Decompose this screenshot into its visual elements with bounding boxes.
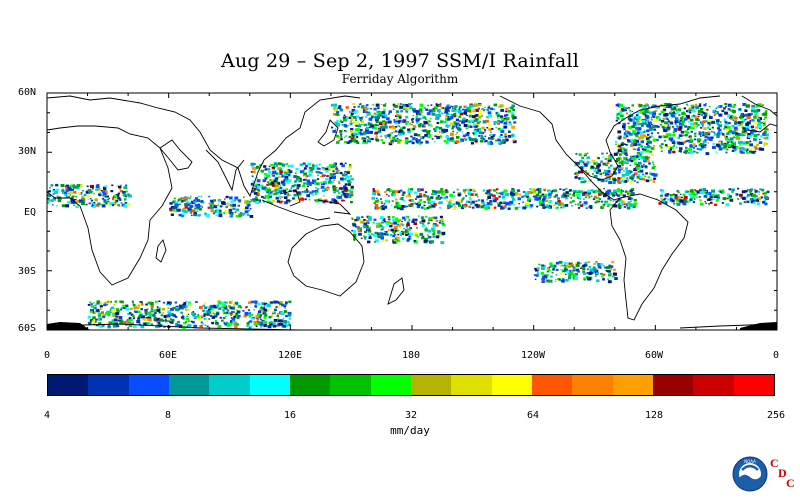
colorbar-swatch-7	[330, 375, 371, 395]
cdc-letter-c2: C	[786, 476, 795, 490]
rain-band-4	[250, 162, 354, 205]
colorbar-tick-256: 256	[766, 410, 786, 421]
colorbar-tick-4: 4	[43, 410, 51, 421]
lat-label-30s: 30S	[17, 266, 36, 277]
lat-label-60n: 60N	[17, 87, 36, 98]
arabia-india-coast	[159, 139, 193, 171]
rain-band-0	[371, 187, 637, 211]
rain-band-9	[614, 102, 769, 156]
chart-subtitle: Ferriday Algorithm	[341, 72, 459, 86]
lon-label-60w: 60W	[644, 350, 664, 361]
colorbar-swatch-5	[249, 375, 290, 395]
australia-coast	[287, 223, 365, 297]
cdc-letter-c1: C	[770, 456, 779, 470]
rain-band-10	[574, 152, 659, 185]
colorbar-swatch-0	[48, 375, 89, 395]
north-america-coast	[499, 95, 721, 181]
axis-ticks	[46, 92, 778, 331]
lon-label-60e: 60E	[158, 350, 178, 361]
logo-text: NOAA	[744, 459, 756, 464]
colorbar-swatch-15	[652, 375, 694, 395]
colorbar-tick-64: 64	[526, 410, 540, 421]
colorbar-swatch-16	[693, 375, 734, 395]
colorbar-swatch-10	[451, 375, 492, 395]
colorbar-swatch-17	[733, 375, 774, 395]
noaa-logo: NOAA	[732, 456, 768, 492]
madagascar-coast	[155, 239, 167, 263]
colorbar-tick-128: 128	[644, 410, 664, 421]
rain-band-7	[87, 300, 292, 329]
rain-band-6	[533, 260, 618, 284]
colorbar-swatch-8	[370, 375, 411, 395]
colorbar-tick-16: 16	[283, 410, 297, 421]
rain-band-1	[655, 187, 770, 207]
lon-label-120w: 120W	[520, 350, 546, 361]
lat-label-30n: 30N	[17, 146, 36, 157]
lon-label-120e: 120E	[277, 350, 303, 361]
indonesia-coast	[261, 189, 352, 221]
lon-label-0-right: 0	[772, 350, 780, 361]
chart-title: Aug 29 – Sep 2, 1997 SSM/I Rainfall	[221, 50, 579, 72]
lon-label-0: 0	[43, 350, 51, 361]
central-america-coast	[577, 165, 621, 201]
lon-label-180: 180	[401, 350, 421, 361]
rain-band-5	[351, 215, 446, 245]
colorbar	[47, 374, 775, 396]
lat-label-60s: 60S	[17, 323, 36, 334]
colorbar-swatch-1	[88, 375, 129, 395]
colorbar-units: mm/day	[390, 424, 430, 437]
india-coast	[205, 149, 245, 192]
colorbar-swatch-13	[572, 375, 613, 395]
rain-band-2	[47, 183, 132, 208]
colorbar-swatch-2	[128, 375, 169, 395]
colorbar-swatch-6	[289, 375, 331, 395]
colorbar-swatch-14	[612, 375, 653, 395]
colorbar-swatch-3	[168, 375, 210, 395]
colorbar-tick-32: 32	[404, 410, 418, 421]
colorbar-swatch-11	[491, 375, 532, 395]
lat-label-eq: EQ	[23, 207, 36, 218]
europe-edge-coast	[741, 95, 777, 133]
africa-coast	[47, 125, 173, 286]
colorbar-tick-8: 8	[164, 410, 172, 421]
rain-band-8	[330, 102, 517, 146]
cdc-letter-d: D	[778, 466, 787, 480]
rain-band-3	[169, 195, 254, 218]
colorbar-swatch-12	[531, 375, 573, 395]
japan-coast	[317, 119, 339, 147]
colorbar-swatch-4	[209, 375, 250, 395]
rainfall-cells	[47, 102, 770, 329]
nz-coast	[387, 277, 405, 305]
south-america-coast	[609, 193, 689, 321]
colorbar-swatch-9	[410, 375, 452, 395]
